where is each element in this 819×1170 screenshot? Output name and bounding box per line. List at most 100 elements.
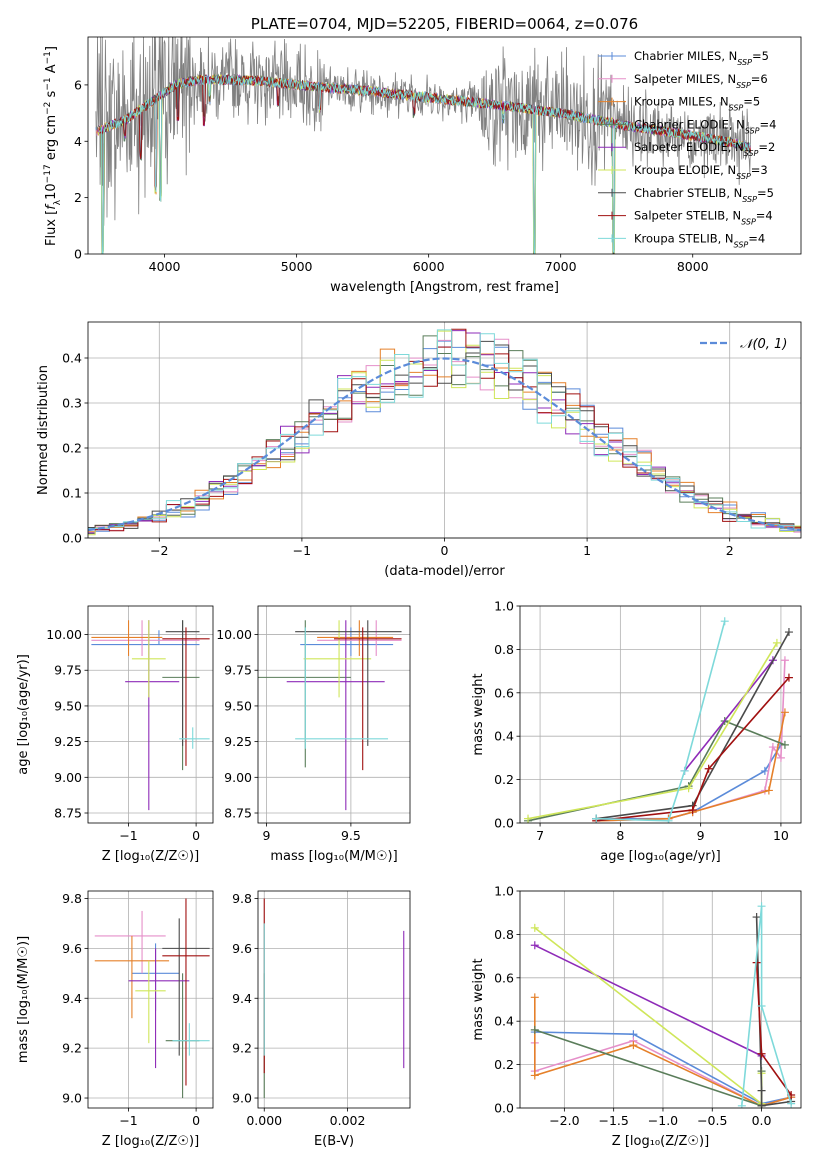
y-axis-label-part: Flux [	[44, 210, 59, 246]
residual_hist-panel: −2 −1 0 1 2 0.0 0.1 0.2 0.3 0.4 (data-model)/error…	[36, 321, 802, 579]
data-point-kroupa_stelib	[720, 617, 729, 626]
massweight_vs_age-plot-area	[524, 617, 793, 823]
spectrum-panel: 4000 5000 6000 7000 8000 0 2 4 6 wavelength [Angs…	[43, 15, 802, 295]
axes-frame	[87, 890, 214, 1109]
errorbar-chabrier_stelib	[165, 620, 200, 746]
x-tick-label: −1.5	[598, 1113, 628, 1128]
massweight_vs_Z-panel: −2.0 −1.5 −1.0 −0.5 0.0 0.0 0.2 0.4 0.6 0.8 1.0 Z […	[471, 884, 802, 1149]
y-axis-label-part: f	[44, 203, 59, 210]
y-axis-label-part: s	[44, 90, 59, 101]
mass_vs_ebv-grid	[258, 891, 410, 1108]
histogram-chabrier_stelib	[88, 340, 801, 532]
age_vs_Z-plot-area	[91, 620, 210, 811]
mass_vs_Z-panel: −1 0 9.0 9.2 9.4 9.6 9.8 Z [log₁₀(Z/Z☉)] mass [l…	[16, 890, 214, 1149]
x-axis-label: age [log₁₀(age/yr)]	[600, 849, 721, 864]
x-tick-label: 0.002	[330, 1113, 366, 1128]
y-tick-label: 0.6	[494, 970, 514, 985]
data-point-chabrier_stelib	[752, 913, 761, 922]
series-line-kroupa_elodie	[527, 642, 778, 820]
data-point-chabrier_miles	[760, 766, 769, 775]
x-tick-label: 8000	[677, 259, 709, 274]
x-tick-label: 2	[726, 543, 734, 558]
errorbar-chabrier_elodie	[165, 973, 200, 1099]
massweight_vs_Z-plot-area	[530, 902, 796, 1108]
y-axis-label: Normed distribution	[36, 365, 51, 495]
x-tick-label: 0.000	[246, 1113, 282, 1128]
data-point-kroupa_miles	[629, 1041, 638, 1050]
y-tick-label: 0.4	[62, 351, 82, 366]
axes-frame	[257, 605, 411, 824]
axes-frame	[87, 36, 802, 255]
errorbar-kroupa_stelib	[179, 727, 210, 749]
y-axis-label-part: ]	[44, 46, 59, 51]
y-tick-label: 0	[74, 247, 82, 262]
x-tick-label: 4000	[149, 259, 181, 274]
axes-frame	[519, 890, 802, 1109]
y-tick-label: 9.4	[62, 991, 82, 1006]
y-tick-label: 0.0	[62, 531, 82, 546]
errorbar-salpeter_stelib	[334, 627, 402, 771]
data-point-kroupa_stelib	[737, 1101, 746, 1108]
data-point-chabrier_stelib	[757, 1086, 766, 1095]
age_vs_mass-panel: 9 9.5 8.75 9.00 9.25 9.50 9.75 10.00 mass [log₁₀…	[216, 605, 411, 864]
x-tick-label: −2.0	[549, 1113, 579, 1128]
massweight_vs_age-grid	[520, 605, 801, 824]
legend-entry-chabrier_elodie: Chabrier ELODIE, NSSP=4	[634, 117, 776, 135]
x-axis-label: Z [log₁₀(Z/Z☉)]	[612, 1134, 709, 1149]
series-line-salpeter_miles	[596, 660, 786, 822]
data-point-kroupa_miles	[530, 993, 539, 1002]
x-tick-label: −2	[150, 543, 168, 558]
histogram-salpeter_miles	[88, 338, 801, 533]
y-tick-label: 9.6	[232, 941, 252, 956]
series-line-salpeter_elodie	[683, 659, 774, 772]
data-point-salpeter_elodie	[530, 941, 539, 950]
y-tick-label: 8.75	[224, 806, 252, 821]
y-tick-label: 9.2	[62, 1041, 82, 1056]
errorbar-chabrier_stelib	[295, 620, 402, 746]
x-axis-label: (data-model)/error	[384, 564, 505, 579]
data-point-salpeter_stelib	[757, 1049, 766, 1058]
y-tick-label: 4	[74, 134, 82, 149]
x-tick-label: 9	[697, 828, 705, 843]
histogram-chabrier_elodie	[88, 335, 801, 534]
series-line-kroupa_stelib	[596, 620, 726, 822]
data-point-kroupa_stelib	[592, 814, 601, 823]
histogram-salpeter_stelib	[88, 328, 801, 532]
errorbar-salpeter_elodie	[286, 620, 385, 811]
x-tick-label: 7	[536, 828, 544, 843]
data-point-kroupa_stelib	[680, 766, 689, 775]
data-point-kroupa_elodie	[530, 923, 539, 932]
y-tick-label: 9.6	[62, 941, 82, 956]
errorbar-kroupa_miles	[94, 935, 170, 1019]
data-point-salpeter_miles	[780, 656, 789, 665]
x-tick-label: −1	[119, 1113, 137, 1128]
x-tick-label: 5000	[281, 259, 313, 274]
mass_vs_Z-plot-area	[94, 898, 210, 1099]
errorbar-salpeter_stelib	[162, 627, 210, 766]
y-axis-label: age [log₁₀(age/yr)]	[16, 654, 31, 775]
model-spectrum-kroupa_stelib	[98, 73, 751, 254]
errorbar-kroupa_elodie	[303, 620, 372, 698]
x-axis-label: Z [log₁₀(Z/Z☉)]	[102, 849, 199, 864]
y-axis-label: Flux [fλ10−17 erg cm−2 s−1 A−1]	[43, 46, 63, 246]
legend-entry-salpeter_elodie: Salpeter ELODIE, NSSP=2	[634, 140, 775, 158]
x-tick-label: 0	[192, 828, 200, 843]
y-tick-label: 10.00	[216, 627, 252, 642]
legend-entry-salpeter_stelib: Salpeter STELIB, NSSP=4	[634, 209, 773, 227]
y-tick-label: 9.4	[232, 991, 252, 1006]
x-tick-label: 7000	[545, 259, 577, 274]
histogram-kroupa_stelib	[88, 329, 801, 531]
y-tick-label: 9.00	[54, 770, 82, 785]
errorbar-kroupa_elodie	[135, 960, 166, 1044]
legend-entry-chabrier_miles: Chabrier MILES, NSSP=5	[634, 49, 769, 67]
x-tick-label: 8	[616, 828, 624, 843]
data-point-kroupa_elodie	[772, 638, 781, 647]
data-point-kroupa_elodie	[684, 784, 693, 793]
y-tick-label: 9.25	[54, 734, 82, 749]
data-point-chabrier_elodie	[780, 740, 789, 749]
x-tick-label: 0	[441, 543, 449, 558]
mass_vs_ebv-plot-area	[263, 898, 405, 1099]
age_vs_mass-grid	[258, 606, 410, 823]
y-tick-label: 0.1	[62, 486, 82, 501]
